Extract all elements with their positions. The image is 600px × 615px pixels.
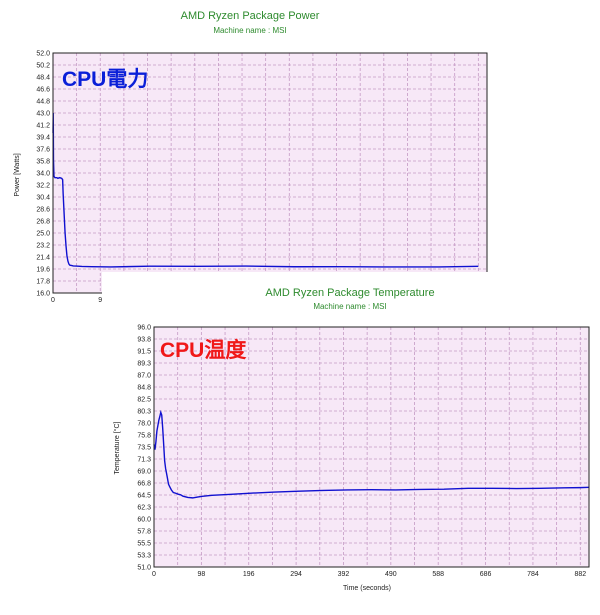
power-y-tick-label: 50.2 [36, 63, 50, 70]
temp-y-tick-label: 66.8 [137, 481, 151, 488]
temperature-plot-frame [153, 326, 590, 568]
temp-x-tick-label: 490 [385, 571, 397, 578]
temp-x-tick-label: 686 [480, 571, 492, 578]
temperature-y-ticks: 96.0 93.8 91.5 89.3 87.0 84.8 82.5 80.3 78.0 75.8… [137, 325, 151, 572]
temperature-x-axis-label: Time (seconds) [343, 585, 391, 592]
power-y-tick-label: 46.6 [36, 87, 50, 94]
power-series-line [52, 112, 479, 268]
temp-y-tick-label: 69.0 [137, 469, 151, 476]
power-chart-subtitle: Machine name : MSI [213, 26, 286, 35]
temp-x-tick-label: 392 [338, 571, 350, 578]
temp-x-tick-label: 0 [152, 571, 156, 578]
temp-y-tick-label: 57.8 [137, 529, 151, 536]
temp-x-tick-label: 784 [527, 571, 539, 578]
temperature-y-axis-label: Temperature [°C] [113, 421, 121, 474]
power-y-tick-label: 16.0 [36, 291, 50, 298]
temp-y-tick-label: 62.3 [137, 505, 151, 512]
temp-x-tick-label: 882 [574, 571, 586, 578]
temp-y-tick-label: 84.8 [137, 385, 151, 392]
power-y-tick-label: 48.4 [36, 75, 50, 82]
power-y-tick-label: 21.4 [36, 255, 50, 262]
power-chart-title: AMD Ryzen Package Power [181, 10, 320, 22]
power-y-tick-label: 37.6 [36, 147, 50, 154]
temp-y-tick-label: 80.3 [137, 409, 151, 416]
temp-y-tick-label: 89.3 [137, 361, 151, 368]
temp-x-tick-label: 294 [290, 571, 302, 578]
temperature-overlay-label: CPU温度 [160, 338, 246, 362]
power-y-tick-label: 17.8 [36, 279, 50, 286]
temperature-x-ticks: 0 98 196 294 392 490 588 686 784 882 [152, 571, 586, 578]
power-chart: AMD Ryzen Package Power Machine name : M… [14, 10, 488, 304]
power-x-tick-label: 9 [98, 297, 102, 304]
temp-x-tick-label: 588 [432, 571, 444, 578]
temp-y-tick-label: 96.0 [137, 325, 151, 332]
temperature-chart-title: AMD Ryzen Package Temperature [265, 287, 434, 299]
power-y-tick-label: 28.6 [36, 207, 50, 214]
temp-y-tick-label: 64.5 [137, 493, 151, 500]
temp-y-tick-label: 87.0 [137, 373, 151, 380]
temp-y-tick-label: 91.5 [137, 349, 151, 356]
temp-y-tick-label: 53.3 [137, 553, 151, 560]
temp-y-tick-label: 73.5 [137, 445, 151, 452]
temperature-grid [154, 327, 589, 567]
power-y-tick-label: 35.8 [36, 159, 50, 166]
power-y-ticks: 52.0 50.2 48.4 46.6 44.8 43.0 41.2 39.4 37.6 35.8… [36, 51, 50, 298]
power-x-tick-label: 0 [51, 297, 55, 304]
power-y-tick-label: 52.0 [36, 51, 50, 58]
power-overlay-label: CPU電力 [62, 68, 148, 91]
temp-y-tick-label: 75.8 [137, 433, 151, 440]
temperature-chart: AMD Ryzen Package Temperature Machine na… [113, 287, 590, 592]
temp-y-tick-label: 93.8 [137, 337, 151, 344]
temperature-chart-panel: AMD Ryzen Package Temperature Machine na… [102, 272, 600, 610]
power-y-tick-label: 23.2 [36, 243, 50, 250]
power-y-tick-label: 32.2 [36, 183, 50, 190]
power-grid [53, 53, 487, 293]
power-y-tick-label: 34.0 [36, 171, 50, 178]
temperature-series-line [153, 409, 590, 499]
power-y-tick-label: 43.0 [36, 111, 50, 118]
temp-y-tick-label: 60.0 [137, 517, 151, 524]
temp-y-tick-label: 78.0 [137, 421, 151, 428]
temp-y-tick-label: 71.3 [137, 457, 151, 464]
temp-y-tick-label: 51.0 [137, 565, 151, 572]
temp-x-tick-label: 98 [197, 571, 205, 578]
power-y-tick-label: 41.2 [36, 123, 50, 130]
power-y-tick-label: 44.8 [36, 99, 50, 106]
temperature-chart-subtitle: Machine name : MSI [313, 302, 386, 311]
temp-y-tick-label: 55.5 [137, 541, 151, 548]
power-y-tick-label: 25.0 [36, 231, 50, 238]
power-chart-panel: AMD Ryzen Package Power Machine name : M… [0, 0, 500, 318]
power-y-tick-label: 39.4 [36, 135, 50, 142]
power-y-axis-label: Power [Watts] [14, 153, 21, 196]
power-y-tick-label: 30.4 [36, 195, 50, 202]
temp-y-tick-label: 82.5 [137, 397, 151, 404]
temp-x-tick-label: 196 [243, 571, 255, 578]
power-y-tick-label: 26.8 [36, 219, 50, 226]
power-y-tick-label: 19.6 [36, 267, 50, 274]
